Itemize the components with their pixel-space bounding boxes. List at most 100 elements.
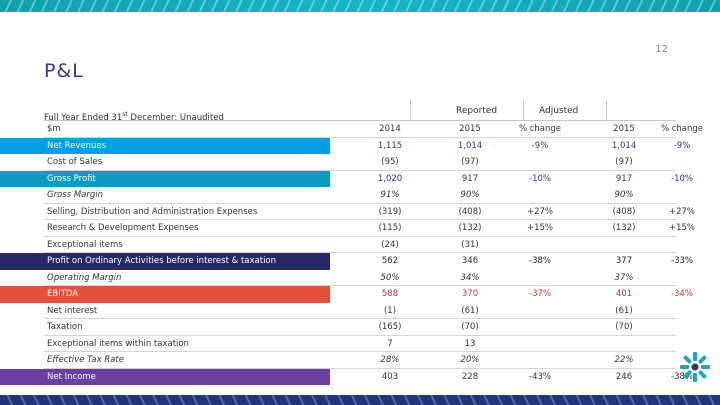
- cell-2015-reported: (61): [461, 305, 479, 316]
- cell-change-reported: [512, 187, 568, 204]
- cell-2015-reported: 370: [461, 289, 479, 300]
- row-label: Effective Tax Rate: [47, 355, 124, 366]
- table-row-operating-margin: Operating Margin 50% 34% 37%: [44, 270, 676, 287]
- cell-2015-reported: (97): [461, 157, 479, 168]
- cell-2015-adjusted: (132): [612, 223, 636, 234]
- cell-change-adjusted: [654, 270, 710, 287]
- table-row-taxation: Taxation (165) (70) (70): [44, 319, 676, 336]
- row-label: Gross Margin: [47, 190, 104, 201]
- table-row-profit-ordinary: Profit on Ordinary Activities before int…: [0, 253, 693, 270]
- cell-2015-adjusted: 401: [615, 289, 633, 300]
- cell-2015-reported: 346: [461, 256, 479, 267]
- cell-2015-reported: (132): [458, 223, 482, 234]
- cell-change-adjusted: [654, 237, 710, 254]
- page-number: 12: [655, 44, 668, 55]
- table-row-sdna-expenses: Selling, Distribution and Administration…: [44, 204, 695, 221]
- cell-2014: 91%: [380, 190, 400, 201]
- cell-change-reported: [512, 154, 568, 171]
- table-row-exceptional-tax: Exceptional items within taxation 7 13: [44, 336, 676, 353]
- adjusted-header: Adjusted: [539, 106, 579, 116]
- column-divider: [410, 100, 411, 120]
- row-label: Gross Profit: [0, 170, 330, 187]
- cell-2014: (24): [381, 239, 399, 250]
- cell-2015-adjusted: 246: [615, 371, 633, 382]
- cell-change-adjusted: -9%: [673, 140, 691, 151]
- cell-2015-adjusted: (408): [612, 206, 636, 217]
- cell-2015-reported: 2015: [459, 124, 481, 135]
- cell-2015-reported: (31): [461, 239, 479, 250]
- cell-2015-reported: 90%: [460, 190, 480, 201]
- cell-2015-reported: 13: [464, 338, 476, 349]
- row-label: Operating Margin: [47, 272, 122, 283]
- cell-change-reported: -10%: [529, 173, 551, 184]
- cell-2015-adjusted: (97): [615, 157, 633, 168]
- cell-2014: (165): [378, 322, 402, 333]
- cell-change-adjusted: % change: [660, 124, 704, 135]
- cell-change-reported: [512, 303, 568, 320]
- cell-change-adjusted: [654, 319, 710, 336]
- row-label: Cost of Sales: [47, 157, 103, 168]
- cell-2015-adjusted: [596, 237, 652, 254]
- cell-2014: (115): [378, 223, 402, 234]
- cell-2014: 1,115: [377, 140, 403, 151]
- cell-2015-adjusted: [596, 336, 652, 353]
- cell-2015-adjusted: 37%: [614, 272, 634, 283]
- row-label: Net interest: [47, 305, 98, 316]
- cell-change-reported: -37%: [529, 289, 551, 300]
- row-label: Net Income: [0, 368, 330, 385]
- row-label: EBITDA: [0, 286, 330, 303]
- cell-2015-reported: 34%: [460, 272, 480, 283]
- table-subtitle: Full Year Ended 31st December: Unaudited: [44, 111, 224, 123]
- cell-change-adjusted: [654, 154, 710, 171]
- header-divider: [44, 120, 676, 121]
- cell-2014: 50%: [380, 272, 400, 283]
- table-row-effective-tax-rate: Effective Tax Rate 28% 20% 22%: [44, 352, 676, 369]
- cell-2015-adjusted: 22%: [614, 355, 634, 366]
- cell-2015-reported: (408): [458, 206, 482, 217]
- cell-change-reported: -9%: [531, 140, 549, 151]
- row-label: Exceptional items: [47, 239, 123, 250]
- cell-2015-adjusted: (70): [615, 322, 633, 333]
- cell-2014: 403: [381, 371, 399, 382]
- cell-change-reported: [512, 336, 568, 353]
- cell-change-adjusted: -38%: [671, 371, 693, 382]
- column-divider: [523, 100, 524, 120]
- cell-2014: (1): [383, 305, 397, 316]
- cell-2015-adjusted: 1,014: [611, 140, 637, 151]
- column-divider: [606, 100, 607, 120]
- reported-header: Reported: [456, 106, 498, 116]
- cell-2015-adjusted: 90%: [614, 190, 634, 201]
- row-label: Profit on Ordinary Activities before int…: [0, 253, 330, 270]
- table-row-units: $m 2014 2015 % change 2015 % change: [44, 121, 703, 138]
- table-row-net-interest: Net interest (1) (61) (61): [44, 303, 676, 320]
- cell-change-adjusted: [654, 303, 710, 320]
- cell-2014: 7: [387, 338, 393, 349]
- cell-change-adjusted: +27%: [668, 206, 695, 217]
- row-label: Research & Development Expenses: [47, 223, 199, 234]
- row-label: Net Revenues: [0, 137, 330, 154]
- cell-2015-reported: 917: [461, 173, 479, 184]
- cell-2015-adjusted: (61): [615, 305, 633, 316]
- cell-2015-adjusted: 2015: [613, 124, 635, 135]
- table-row-ebitda: EBITDA 588 370 -37% 401 -34%: [0, 286, 693, 303]
- cell-change-reported: [512, 237, 568, 254]
- cell-change-reported: -38%: [529, 256, 551, 267]
- top-decorative-stripe: [0, 0, 720, 12]
- table-row-gross-profit: Gross Profit 1,020 917 -10% 917 -10%: [0, 170, 693, 187]
- table-row-gross-margin: Gross Margin 91% 90% 90%: [44, 187, 676, 204]
- cell-2014: 588: [381, 289, 399, 300]
- company-logo-icon: [680, 352, 710, 382]
- cell-change-reported: [512, 319, 568, 336]
- page-title: P&L: [44, 60, 84, 82]
- cell-2015-adjusted: 377: [615, 256, 633, 267]
- cell-2015-reported: 20%: [460, 355, 480, 366]
- row-label: Exceptional items within taxation: [47, 338, 189, 349]
- table-row-cost-of-sales: Cost of Sales (95) (97) (97): [44, 154, 676, 171]
- cell-change-adjusted: [654, 187, 710, 204]
- cell-change-adjusted: -34%: [671, 289, 693, 300]
- cell-2015-adjusted: 917: [615, 173, 633, 184]
- cell-change-reported: +15%: [526, 223, 553, 234]
- pnl-table: $m 2014 2015 % change 2015 % change Net Reven…: [0, 121, 703, 385]
- cell-change-adjusted: +15%: [668, 223, 695, 234]
- cell-2014: 2014: [379, 124, 401, 135]
